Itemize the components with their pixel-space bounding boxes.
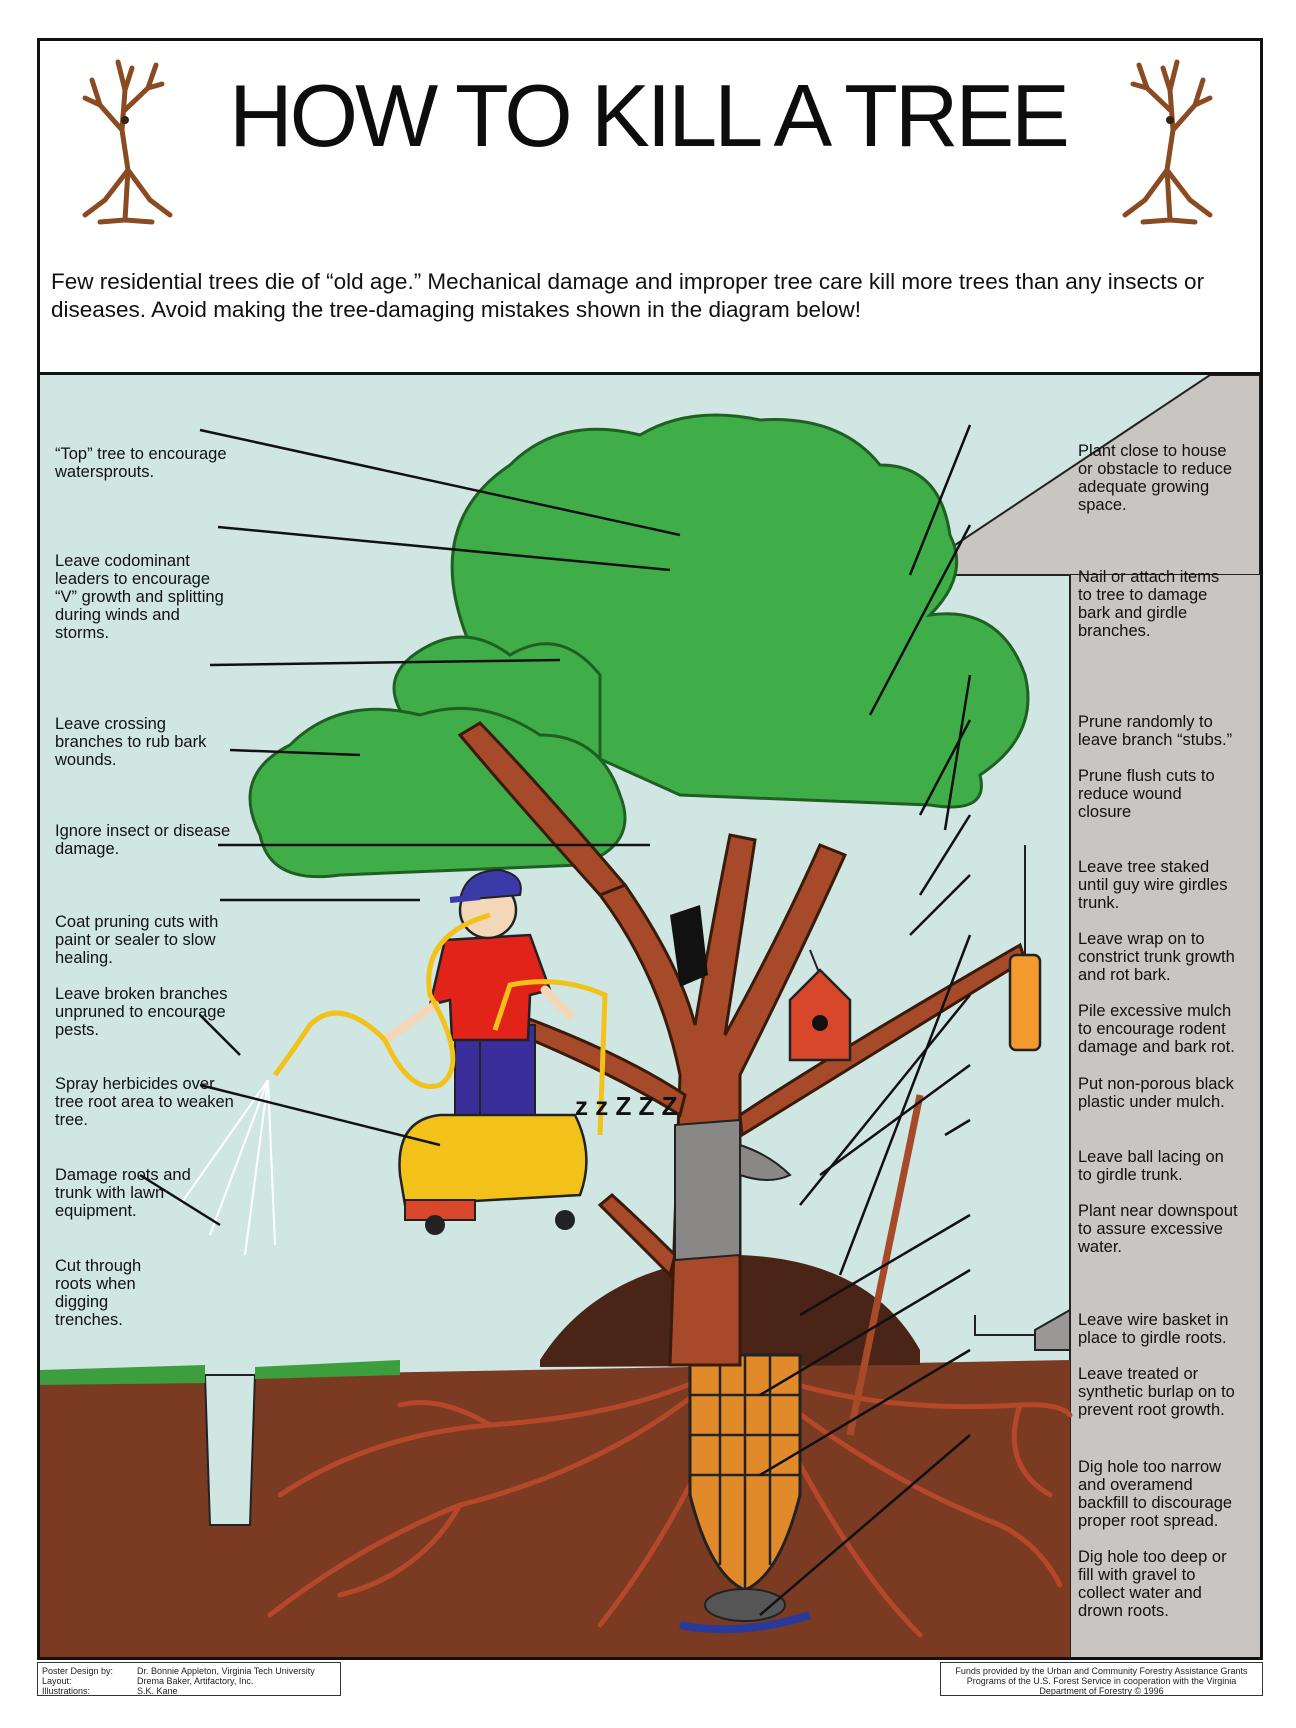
birdhouse	[788, 949, 852, 1062]
label-tree-staked: Leave tree staked until guy wire girdles…	[1078, 858, 1228, 912]
credit-row: Layout: Drema Baker, Artifactory, Inc.	[42, 1676, 254, 1686]
credit-row: Illustrations: S.K. Kane	[42, 1686, 178, 1696]
label-plant-close-to-house: Plant close to house or obstacle to redu…	[1078, 442, 1233, 514]
grass-mid	[255, 1360, 400, 1379]
leader-lines-right	[759, 424, 972, 1616]
tree-scene-illustration: z z Z Z Z	[40, 375, 1260, 1657]
intro-band	[37, 231, 1263, 375]
label-crossing-branches: Leave crossing branches to rub bark woun…	[55, 715, 207, 769]
snore-text: z z Z Z Z	[575, 1091, 678, 1121]
bird-feeder	[1008, 845, 1042, 1052]
poster-title: HOW TO KILL A TREE	[229, 66, 1070, 165]
label-ball-lacing: Leave ball lacing on to girdle trunk.	[1078, 1148, 1224, 1184]
label-hole-too-narrow: Dig hole too narrow and overamend backfi…	[1078, 1458, 1233, 1530]
grass-left	[40, 1365, 205, 1385]
credits-right: Funds provided by the Urban and Communit…	[940, 1662, 1263, 1696]
poster-frame	[37, 38, 1263, 1660]
label-top-tree: “Top” tree to encourage watersprouts.	[55, 445, 227, 481]
label-prune-flush-cuts: Prune flush cuts to reduce wound closure	[1078, 767, 1215, 821]
label-broken-branches: Leave broken branches unpruned to encour…	[55, 985, 228, 1039]
label-burlap: Leave treated or synthetic burlap on to …	[1078, 1365, 1235, 1419]
credits-left: Poster Design by: Dr. Bonnie Appleton, Vi…	[37, 1662, 341, 1696]
dead-tree-icon-left	[82, 59, 173, 225]
soil	[40, 1360, 1070, 1657]
label-leave-wrap: Leave wrap on to constrict trunk growth …	[1078, 930, 1235, 984]
tree-trunk	[457, 721, 1027, 1367]
root-ball	[679, 1353, 812, 1634]
label-hole-too-deep: Dig hole too deep or fill with gravel to…	[1078, 1548, 1227, 1620]
intro-text: Few residential trees die of “old age.” …	[51, 269, 1205, 322]
lawn-mower	[398, 979, 608, 1235]
label-insect-damage: Ignore insect or disease damage.	[55, 822, 231, 858]
label-nail-items: Nail or attach items to tree to damage b…	[1078, 568, 1220, 640]
sealer-patch	[670, 905, 708, 987]
leader-lines-left	[139, 428, 681, 1227]
trunk-wrap	[674, 1118, 741, 1262]
label-lawn-equipment: Damage roots and trunk with lawn equipme…	[55, 1166, 191, 1220]
label-excessive-mulch: Pile excessive mulch to encourage rodent…	[1078, 1002, 1235, 1056]
label-spray-herbicides: Spray herbicides over tree root area to …	[55, 1075, 234, 1129]
house-wall	[1070, 575, 1260, 1657]
herbicide-spray	[179, 1079, 276, 1256]
label-codominant-leaders: Leave codominant leaders to encourage “V…	[55, 552, 224, 642]
label-black-plastic: Put non-porous black plastic under mulch…	[1078, 1075, 1234, 1111]
foliage	[248, 413, 1030, 879]
dead-tree-icon-right	[1122, 59, 1213, 225]
label-prune-randomly: Prune randomly to leave branch “stubs.”	[1078, 713, 1233, 749]
label-coat-pruning-cuts: Coat pruning cuts with paint or sealer t…	[55, 913, 219, 967]
credit-row: Poster Design by: Dr. Bonnie Appleton, Vi…	[42, 1666, 315, 1676]
label-cut-roots: Cut through roots when digging trenches.	[55, 1257, 142, 1329]
trench	[203, 1374, 257, 1526]
garden-hose	[272, 912, 491, 1089]
label-wire-basket: Leave wire basket in place to girdle roo…	[1078, 1311, 1229, 1347]
downspout	[1034, 1308, 1071, 1351]
label-downspout: Plant near downspout to assure excessive…	[1078, 1202, 1238, 1256]
